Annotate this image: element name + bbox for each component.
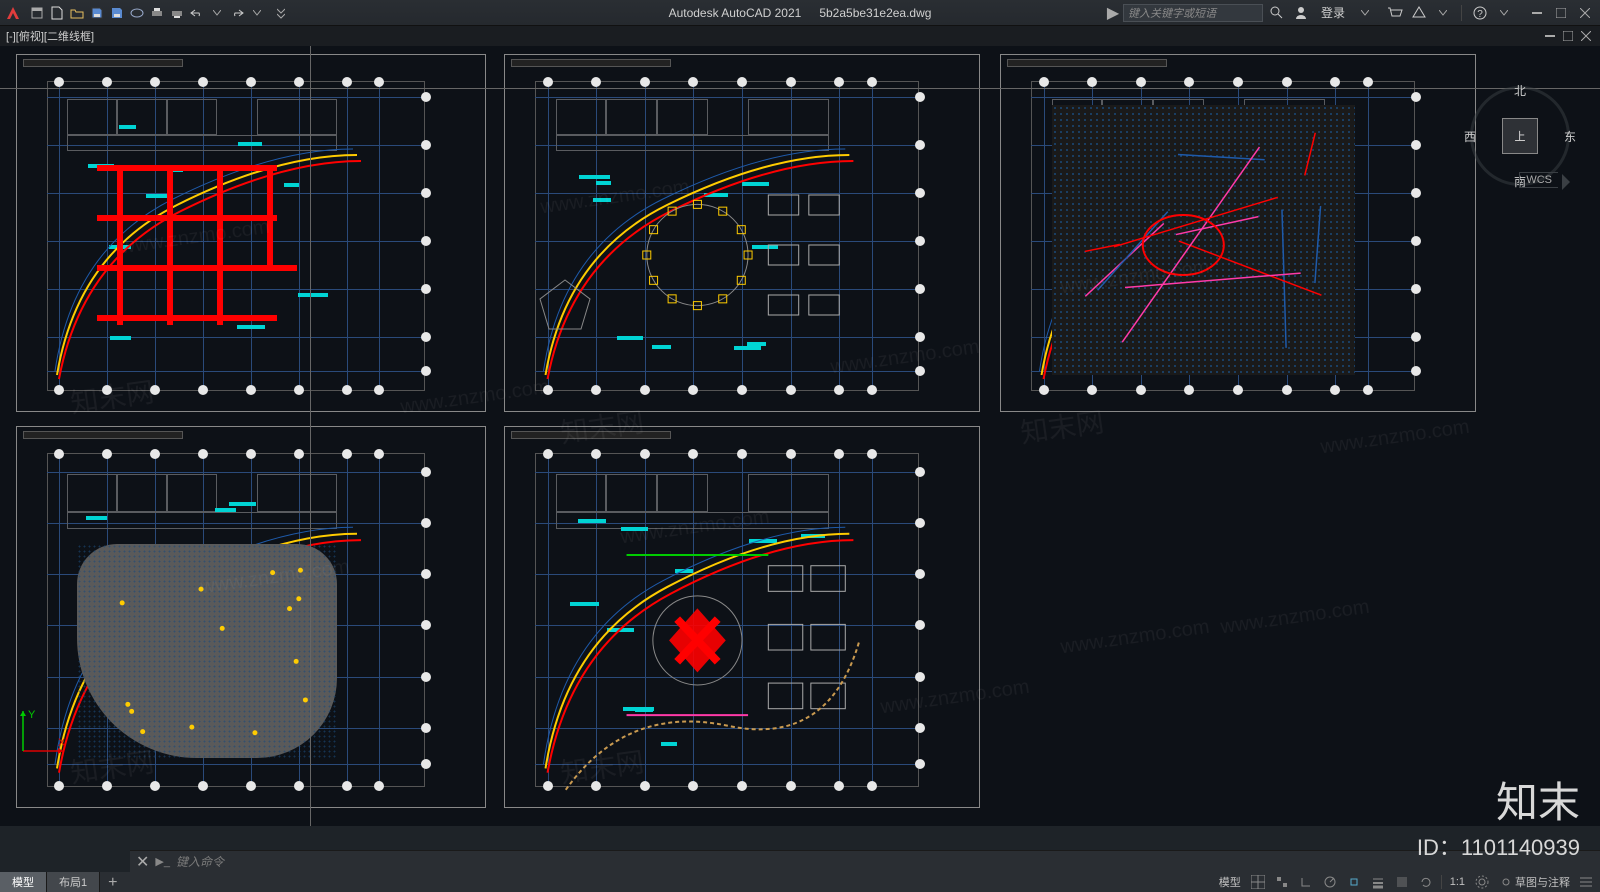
viewcube-east[interactable]: 东 (1564, 128, 1576, 145)
close-button[interactable] (1574, 4, 1596, 22)
vp-minimize-button[interactable] (1542, 29, 1558, 43)
drawing-sheet (504, 426, 980, 808)
tab-layout1[interactable]: 布局1 (47, 872, 100, 892)
svg-text:X: X (58, 737, 66, 749)
file-name: 5b2a5be31e2ea.dwg (819, 6, 931, 20)
viewcube-north[interactable]: 北 (1514, 82, 1526, 99)
cmd-history-icon[interactable]: ▶_ (155, 855, 170, 868)
svg-text:Y: Y (28, 709, 36, 721)
status-snap-icon[interactable] (1271, 875, 1293, 889)
user-icon[interactable] (1291, 3, 1311, 23)
watermark-url: www.znzmo.com (1059, 616, 1211, 660)
qat-dropdown-icon[interactable] (208, 4, 226, 22)
viewcube-west[interactable]: 西 (1464, 128, 1476, 145)
app-title: Autodesk AutoCAD 2021 (669, 6, 802, 20)
qat-plot-icon[interactable] (148, 4, 166, 22)
status-transparency-icon[interactable] (1391, 875, 1413, 889)
search-icon[interactable] (1267, 3, 1287, 23)
viewcube[interactable]: 北 南 西 东 上 (1470, 86, 1570, 186)
vp-close-button[interactable] (1578, 29, 1594, 43)
help-dropdown-icon[interactable] (1494, 3, 1514, 23)
search-input[interactable]: 键入关键字或短语 (1123, 4, 1263, 22)
status-menu-icon[interactable] (1576, 876, 1596, 888)
drawing-sheet (16, 426, 486, 808)
watermark-url: www.znzmo.com (1219, 596, 1371, 640)
cart-icon[interactable] (1385, 3, 1405, 23)
window-buttons (1526, 4, 1596, 22)
maximize-button[interactable] (1550, 4, 1572, 22)
dropdown3-icon[interactable] (1433, 3, 1453, 23)
login-dropdown-icon[interactable] (1355, 3, 1375, 23)
viewcube-top[interactable]: 上 (1502, 118, 1538, 154)
svg-text:?: ? (1477, 9, 1483, 20)
ucs-icon[interactable]: XY (18, 706, 68, 756)
status-cycle-icon[interactable] (1415, 875, 1437, 889)
qat-redo-icon[interactable] (228, 4, 246, 22)
status-workspace[interactable]: 草图与注释 (1495, 874, 1574, 890)
status-ortho-icon[interactable] (1295, 875, 1317, 889)
login-label[interactable]: 登录 (1321, 4, 1345, 21)
status-scale[interactable]: 1:1 (1446, 876, 1469, 888)
status-gear-icon[interactable] (1471, 875, 1493, 889)
status-grid-icon[interactable] (1247, 875, 1269, 889)
qat-web-icon[interactable] (128, 4, 146, 22)
watermark-brand: 知末 ID：1101140939 (1417, 769, 1580, 862)
drawing-canvas[interactable]: 北 南 西 东 上 WCS XY www.znzmo.comwww.znzmo.… (0, 46, 1600, 826)
wcs-label[interactable]: WCS (1519, 174, 1558, 186)
title-right: ▶ 键入关键字或短语 登录 ? (1107, 3, 1596, 23)
qat-undo-icon[interactable] (188, 4, 206, 22)
drawing-sheet (1000, 54, 1476, 412)
qat-overflow-icon[interactable] (272, 4, 290, 22)
crosshair-horizontal (0, 88, 1600, 89)
app-icon[interactable] (1409, 3, 1429, 23)
qat-saveas-icon[interactable] (108, 4, 126, 22)
viewport-header: [-][俯视][二维线框] (0, 26, 1600, 46)
status-osnap-icon[interactable] (1343, 875, 1365, 889)
tab-add-button[interactable]: + (100, 872, 125, 892)
status-model[interactable]: 模型 (1215, 874, 1245, 890)
app-logo[interactable] (4, 4, 22, 22)
qat-save-icon[interactable] (88, 4, 106, 22)
tab-model[interactable]: 模型 (0, 872, 47, 892)
qat-new-icon[interactable] (48, 4, 66, 22)
status-bar: 模型 1:1 草图与注释 (1211, 872, 1600, 892)
viewport-label[interactable]: [-][俯视][二维线框] (6, 28, 94, 44)
minimize-button[interactable] (1526, 4, 1548, 22)
command-bar: ✕ ▶_ 键入命令 (130, 850, 1600, 872)
qat-menu-icon[interactable] (28, 4, 46, 22)
quick-access-toolbar (28, 4, 290, 22)
help-icon[interactable]: ? (1470, 3, 1490, 23)
vp-maximize-button[interactable] (1560, 29, 1576, 43)
title-bar: Autodesk AutoCAD 2021 5b2a5be31e2ea.dwg … (0, 0, 1600, 26)
command-input[interactable]: 键入命令 (176, 853, 1594, 870)
qat-dropdown2-icon[interactable] (248, 4, 266, 22)
title-center: Autodesk AutoCAD 2021 5b2a5be31e2ea.dwg (669, 6, 932, 20)
drawing-sheet (504, 54, 980, 412)
watermark-url: www.znzmo.com (1319, 416, 1471, 460)
search-arrow-icon[interactable]: ▶ (1107, 5, 1119, 21)
status-lwt-icon[interactable] (1367, 875, 1389, 889)
qat-open-icon[interactable] (68, 4, 86, 22)
wcs-arrow-icon[interactable] (1562, 174, 1570, 190)
status-polar-icon[interactable] (1319, 875, 1341, 889)
cmd-close-icon[interactable]: ✕ (136, 852, 149, 872)
qat-print-icon[interactable] (168, 4, 186, 22)
crosshair-vertical (310, 46, 311, 826)
drawing-sheet (16, 54, 486, 412)
